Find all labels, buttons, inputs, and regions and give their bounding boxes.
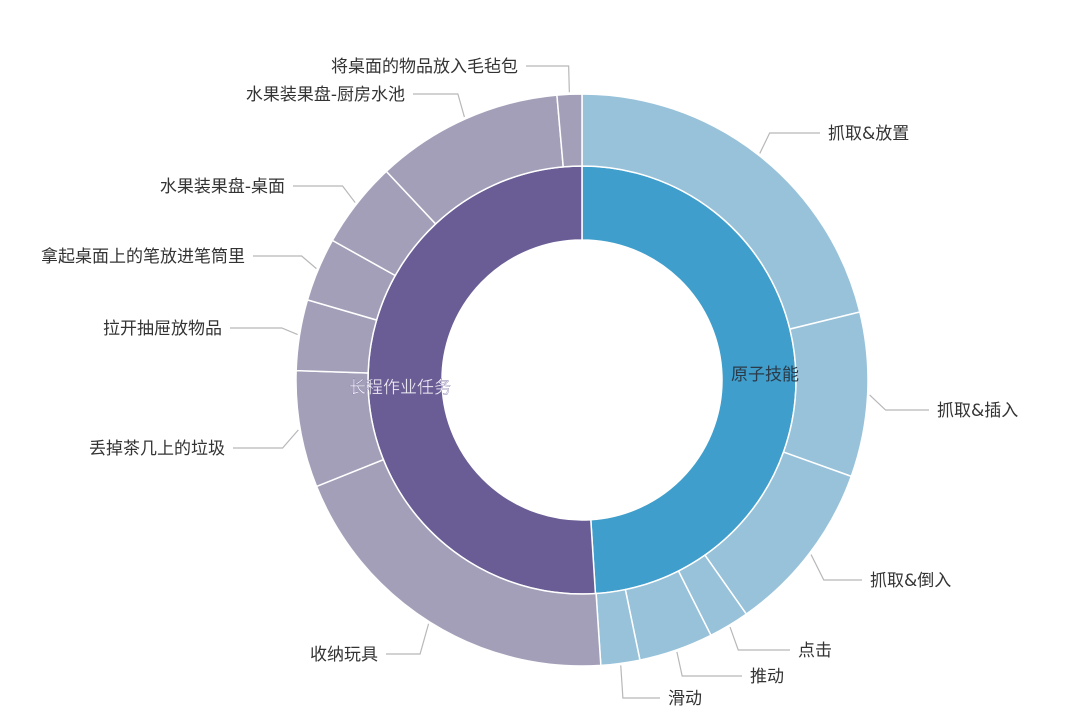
outer-label-3: 点击 — [798, 641, 832, 661]
outer-label-6: 收纳玩具 — [310, 645, 378, 665]
outer-label-0: 抓取&放置 — [828, 124, 909, 144]
outer-segment-12[interactable] — [556, 93, 583, 168]
leader-line-6 — [386, 623, 430, 655]
leader-line-12 — [526, 65, 570, 93]
outer-label-2: 抓取&倒入 — [870, 571, 951, 591]
outer-label-11: 水果装果盘-厨房水池 — [246, 85, 405, 105]
leader-line-4 — [676, 651, 742, 677]
outer-label-4: 推动 — [750, 667, 784, 687]
leader-line-3 — [729, 626, 790, 651]
outer-label-8: 拉开抽屉放物品 — [103, 319, 222, 339]
inner-label-1: 长程作业任务 — [349, 378, 451, 398]
leader-line-8 — [230, 327, 298, 336]
outer-label-7: 丢掉茶几上的垃圾 — [89, 439, 225, 459]
leader-line-0 — [759, 132, 820, 154]
leader-line-7 — [233, 429, 299, 449]
outer-label-12: 将桌面的物品放入毛毡包 — [331, 57, 518, 77]
inner-label-0: 原子技能 — [731, 365, 799, 385]
outer-label-1: 抓取&插入 — [937, 401, 1018, 421]
leader-line-11 — [413, 93, 465, 118]
leader-line-9 — [253, 255, 317, 270]
leader-line-5 — [620, 665, 660, 699]
outer-label-10: 水果装果盘-桌面 — [160, 177, 285, 197]
leader-line-10 — [293, 185, 356, 203]
outer-label-5: 滑动 — [668, 689, 702, 709]
outer-label-9: 拿起桌面上的笔放进笔筒里 — [41, 246, 245, 267]
leader-line-1 — [869, 394, 929, 411]
leader-line-2 — [810, 554, 862, 581]
outer-segment-1[interactable] — [782, 311, 869, 478]
